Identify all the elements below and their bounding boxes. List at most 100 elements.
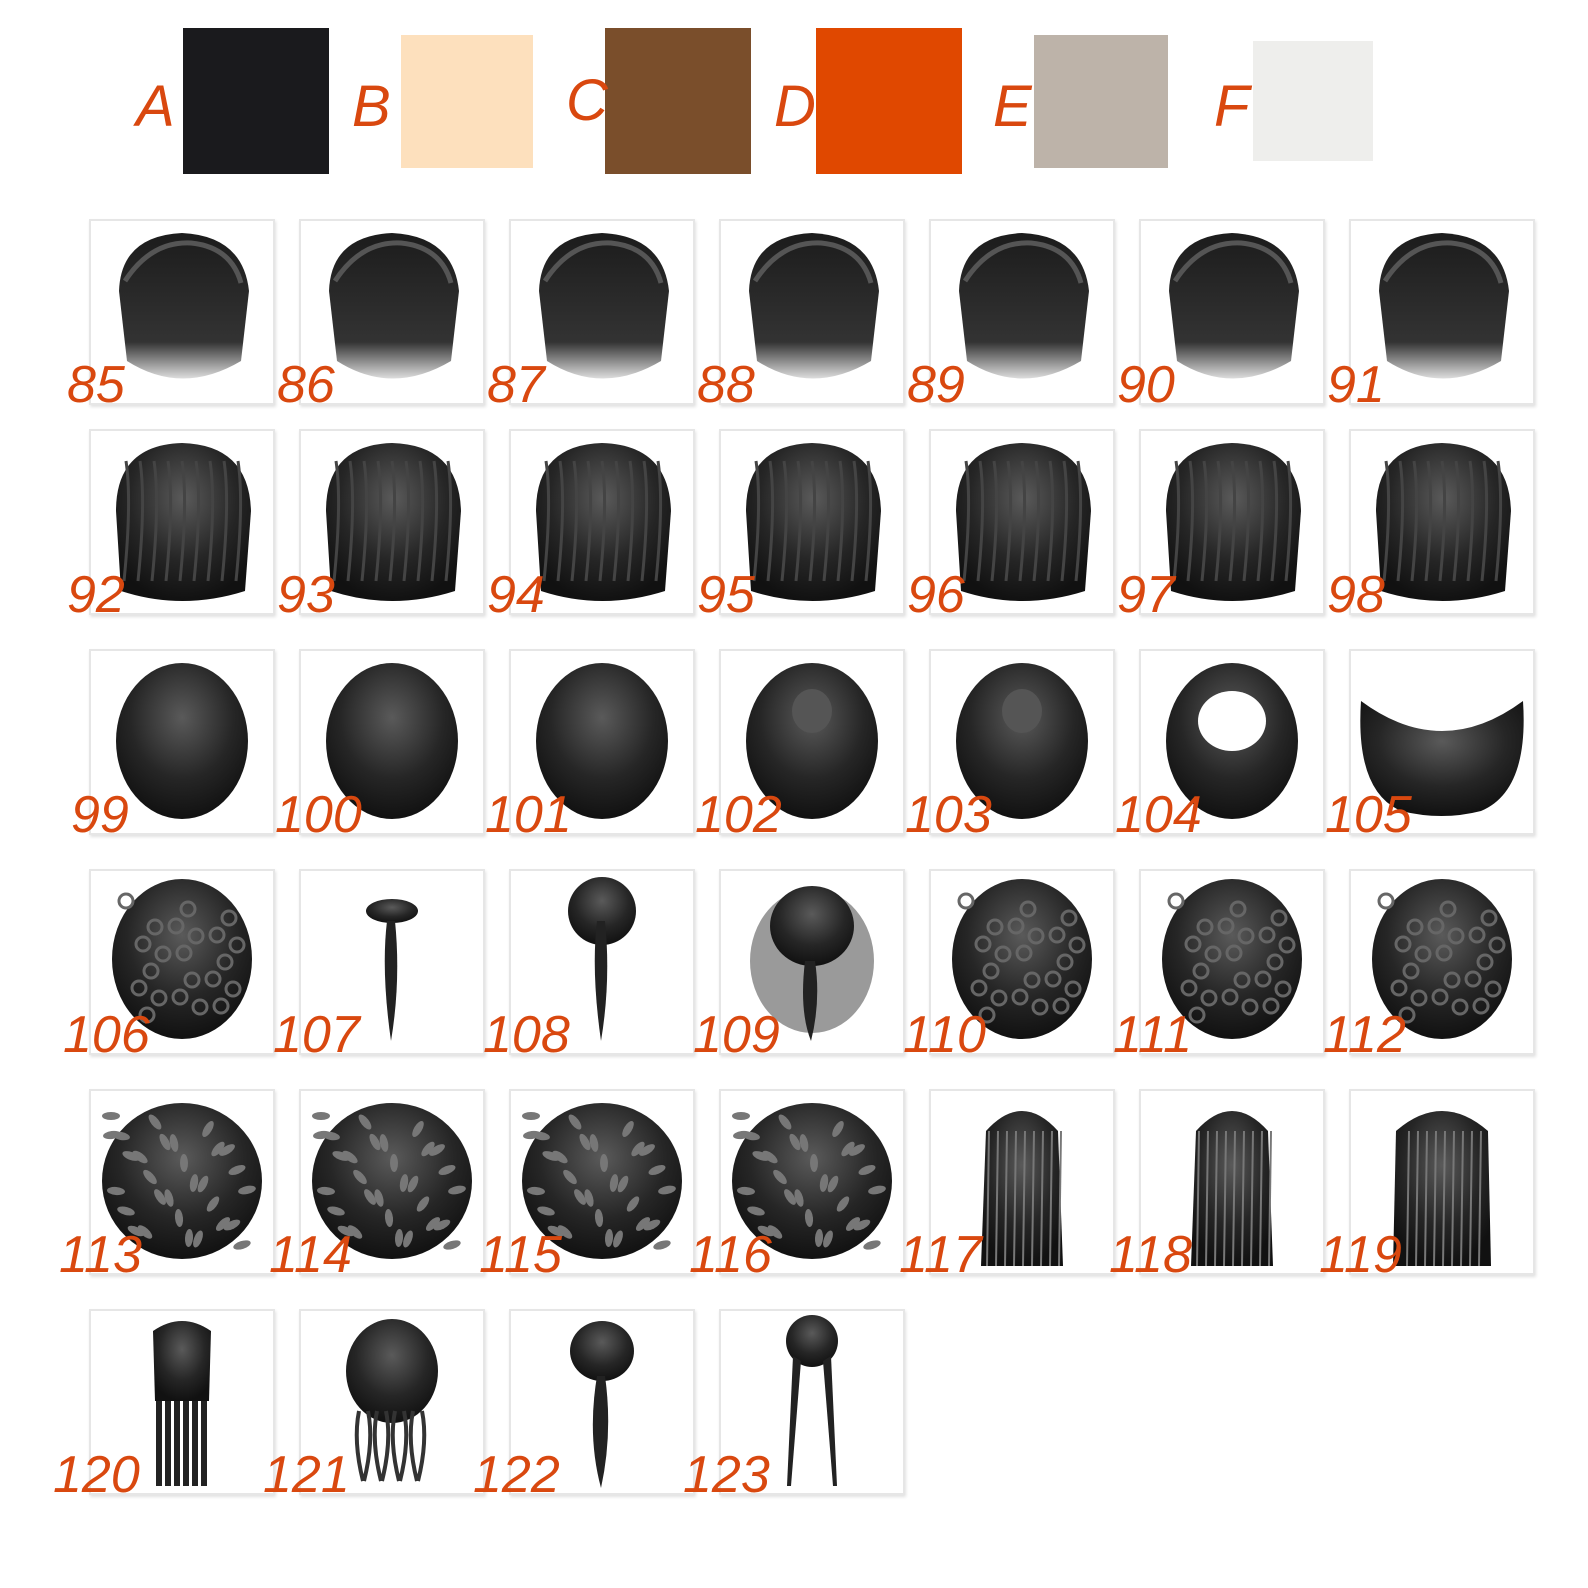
hairstyle-tile-117[interactable] — [929, 1089, 1115, 1275]
hairstyle-tile-118[interactable] — [1139, 1089, 1325, 1275]
hairstyle-tile-93[interactable] — [299, 429, 485, 615]
hairstyle-number: 123 — [683, 1446, 770, 1504]
hairstyle-tile-110[interactable] — [929, 869, 1115, 1055]
hairstyle-tile-89[interactable] — [929, 219, 1115, 405]
hairstyle-number: 112 — [1323, 1006, 1406, 1064]
hairstyle-tile-87[interactable] — [509, 219, 695, 405]
hairstyle-tile-96[interactable] — [929, 429, 1115, 615]
hairstyle-number: 95 — [697, 566, 755, 624]
hairstyle-tile-98[interactable] — [1349, 429, 1535, 615]
color-swatch-a[interactable] — [183, 28, 329, 174]
hairstyle-tile-101[interactable] — [509, 649, 695, 835]
hairstyle-tile-109[interactable] — [719, 869, 905, 1055]
hairstyle-tile-119[interactable] — [1349, 1089, 1535, 1275]
bantu-twists-hair-icon — [522, 1103, 682, 1259]
hairstyle-number: 102 — [695, 786, 782, 844]
hairstyle-tile-88[interactable] — [719, 219, 905, 405]
short-locs-hair-icon — [102, 1103, 262, 1259]
hairstyle-tile-121[interactable] — [299, 1309, 485, 1495]
hairstyle-number: 100 — [275, 786, 362, 844]
hairstyle-number: 115 — [479, 1226, 562, 1284]
hairstyle-tile-122[interactable] — [509, 1309, 695, 1495]
messy-updo-hair-icon — [346, 1319, 438, 1482]
hairstyle-number: 98 — [1327, 566, 1385, 624]
hairstyle-number: 116 — [689, 1226, 772, 1284]
hairstyle-number: 121 — [263, 1446, 350, 1504]
hairstyle-tile-116[interactable] — [719, 1089, 905, 1275]
hairstyle-number: 108 — [483, 1006, 570, 1064]
swatch-label-e: E — [993, 74, 1032, 139]
hairstyle-tile-91[interactable] — [1349, 219, 1535, 405]
hairstyle-number: 94 — [487, 566, 545, 624]
hairstyle-number: 93 — [277, 566, 335, 624]
choppy-hair-icon — [536, 443, 671, 601]
ponytail-hair-icon — [956, 663, 1088, 819]
afro-hair-icon — [732, 1103, 892, 1259]
color-swatch-row: A B C D E F — [0, 0, 1588, 180]
bowl-hair-icon — [116, 663, 248, 819]
hairstyle-tile-114[interactable] — [299, 1089, 485, 1275]
hairstyle-tile-120[interactable] — [89, 1309, 275, 1495]
hairstyle-tile-92[interactable] — [89, 429, 275, 615]
two-braids-hair-icon — [786, 1315, 838, 1486]
coily-afro-hair-icon — [1162, 879, 1302, 1039]
hairstyle-tile-115[interactable] — [509, 1089, 695, 1275]
shaggy-hair-icon — [956, 443, 1091, 601]
hairstyle-number: 107 — [273, 1006, 360, 1064]
color-swatch-d[interactable] — [816, 28, 962, 174]
hairstyle-tile-111[interactable] — [1139, 869, 1325, 1055]
hairstyle-tile-95[interactable] — [719, 429, 905, 615]
hairstyle-number: 118 — [1109, 1226, 1192, 1284]
hairstyle-tile-94[interactable] — [509, 429, 695, 615]
curly-hair-icon — [112, 879, 252, 1039]
hairstyle-tile-102[interactable] — [719, 649, 905, 835]
thin-braid-hair-icon — [366, 899, 418, 1041]
hairstyle-tile-112[interactable] — [1349, 869, 1535, 1055]
short-crown-hair-icon — [539, 233, 669, 379]
hairstyle-tile-123[interactable] — [719, 1309, 905, 1495]
hairstyle-tile-104[interactable] — [1139, 649, 1325, 835]
hairstyle-number: 119 — [1319, 1226, 1402, 1284]
hairstyle-number: 120 — [53, 1446, 140, 1504]
hairstyle-tile-99[interactable] — [89, 649, 275, 835]
hairstyle-number: 91 — [1327, 356, 1385, 414]
hairstyle-number: 106 — [63, 1006, 150, 1064]
hairstyle-number: 96 — [907, 566, 965, 624]
hairstyle-tile-86[interactable] — [299, 219, 485, 405]
hairstyle-number: 117 — [899, 1226, 982, 1284]
hairstyle-number: 85 — [67, 356, 125, 414]
swatch-label-f: F — [1214, 74, 1250, 139]
hairstyle-tile-106[interactable] — [89, 869, 275, 1055]
hairstyle-tile-113[interactable] — [89, 1089, 275, 1275]
tight-curls-hair-icon — [1372, 879, 1512, 1039]
hairstyle-tile-90[interactable] — [1139, 219, 1325, 405]
hairstyle-number: 110 — [903, 1006, 986, 1064]
hairstyle-tile-85[interactable] — [89, 219, 275, 405]
hairstyle-number: 111 — [1113, 1006, 1193, 1064]
swirl-hair-icon — [746, 443, 881, 601]
hairstyle-number: 88 — [697, 356, 755, 414]
hairstyle-tile-100[interactable] — [299, 649, 485, 835]
box-braids-hair-icon — [153, 1321, 211, 1486]
swatch-label-b: B — [352, 74, 391, 139]
hairstyle-number: 92 — [67, 566, 125, 624]
color-swatch-c[interactable] — [605, 28, 751, 174]
color-swatch-b[interactable] — [401, 35, 533, 168]
horseshoe-hair-icon — [1360, 701, 1524, 816]
hairstyle-tile-107[interactable] — [299, 869, 485, 1055]
hairstyle-number: 86 — [277, 356, 335, 414]
textured-crop-hair-icon — [1166, 443, 1301, 601]
hairstyle-tile-108[interactable] — [509, 869, 695, 1055]
top-bun-hair-icon — [326, 443, 461, 601]
color-swatch-e[interactable] — [1034, 35, 1168, 168]
hairstyle-tile-97[interactable] — [1139, 429, 1325, 615]
messy-fade-hair-icon — [1379, 233, 1509, 379]
hairstyle-number: 113 — [59, 1226, 142, 1284]
hairstyle-tile-105[interactable] — [1349, 649, 1535, 835]
hairstyle-tile-103[interactable] — [929, 649, 1115, 835]
color-swatch-f[interactable] — [1253, 41, 1373, 161]
swatch-label-c: C — [566, 68, 608, 133]
short-spiky-hair-icon — [749, 233, 879, 379]
long-layered-hair-icon — [1191, 1111, 1273, 1267]
